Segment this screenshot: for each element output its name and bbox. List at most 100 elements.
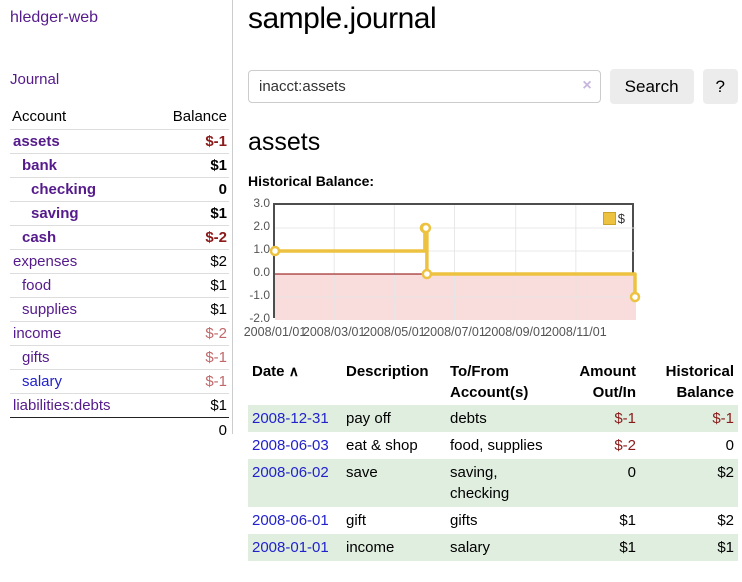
transaction-accounts: salary (450, 539, 491, 556)
help-button[interactable]: ? (702, 69, 738, 104)
transaction-accounts: debts (450, 410, 487, 427)
transaction-date-link[interactable]: 2008-06-01 (252, 512, 329, 529)
legend-swatch (602, 212, 616, 225)
register-row: 2008-06-01 gift gifts $1 $2 (248, 507, 738, 534)
transaction-description: eat & shop (346, 437, 418, 454)
search-button[interactable]: Search (609, 69, 694, 104)
y-axis-tick-label: -2.0 (249, 311, 270, 325)
y-axis-tick-label: 3.0 (253, 196, 270, 210)
account-link-expenses[interactable]: expenses (13, 253, 78, 270)
y-axis-tick-label: 2.0 (253, 219, 270, 233)
main-content: sample.journal × Search ? assets Histori… (244, 0, 738, 561)
account-row: supplies $1 (10, 297, 229, 322)
register-row: 2008-01-01 income salary $1 $1 (248, 534, 738, 561)
clear-search-icon[interactable]: × (582, 77, 592, 94)
account-row: checking 0 (10, 177, 229, 202)
account-balance: $2 (210, 253, 227, 270)
transaction-description: gift (346, 512, 367, 529)
account-link-assets[interactable]: assets (13, 133, 60, 150)
account-heading: assets (248, 128, 321, 156)
x-axis-tick-label: 2008/03/01 (302, 325, 366, 339)
account-link-supplies[interactable]: supplies (22, 301, 78, 318)
transaction-accounts: saving, checking (450, 464, 510, 502)
transaction-amount: $1 (619, 539, 636, 556)
transaction-amount: $1 (619, 512, 636, 529)
account-link-salary[interactable]: salary (22, 373, 63, 390)
search-form: × Search ? (248, 69, 738, 104)
total-row: 0 (10, 417, 229, 443)
account-balance: $1 (210, 277, 227, 294)
legend-label: $ (617, 211, 625, 226)
account-row: saving $1 (10, 201, 229, 226)
account-link-liabilities-debts[interactable]: liabilities:debts (13, 397, 111, 414)
y-axis-tick-label: 0.0 (253, 265, 270, 279)
transaction-date-link[interactable]: 2008-06-02 (252, 464, 329, 481)
x-axis-tick-label: 2008/09/01 (484, 325, 547, 339)
transaction-date-link[interactable]: 2008-01-01 (252, 539, 329, 556)
account-link-gifts[interactable]: gifts (22, 349, 50, 366)
sidebar: hledger-web Journal Account Balance asse… (0, 0, 233, 443)
transaction-amount: $-1 (614, 410, 636, 427)
account-link-saving[interactable]: saving (31, 205, 79, 222)
transaction-balance: $-1 (712, 410, 734, 427)
register-row: 2008-06-03 eat & shop food, supplies $-2… (248, 432, 738, 459)
sidebar-item-journal[interactable]: Journal (10, 71, 60, 88)
account-balance: $1 (210, 157, 227, 174)
account-row: assets $-1 (10, 129, 229, 154)
transaction-amount: 0 (627, 464, 636, 481)
transaction-amount: $-2 (614, 437, 636, 454)
historical-balance-chart: $ 3.0 2.0 1.0 0.0 -1.0 -2.0 2008/01/01 2008/03/… (244, 196, 738, 343)
register-row: 2008-12-31 pay off debts $-1 $-1 (248, 405, 738, 432)
account-balance: $-1 (205, 133, 227, 150)
register-table: Date ∧ Description To/From Account(s) Am… (248, 359, 738, 561)
search-input[interactable] (248, 70, 601, 103)
account-link-bank[interactable]: bank (22, 157, 58, 174)
transaction-date-link[interactable]: 2008-06-03 (252, 437, 329, 454)
account-balance: $1 (210, 205, 227, 222)
account-balance: $-2 (205, 229, 227, 246)
account-row: cash $-2 (10, 225, 229, 250)
account-balance: 0 (218, 181, 227, 198)
transaction-balance: 0 (725, 437, 734, 454)
account-row: food $1 (10, 273, 229, 298)
app-title-link[interactable]: hledger-web (10, 9, 99, 26)
tofrom-column-header: To/From Account(s) (450, 363, 529, 401)
amount-column-header: Amount Out/In (579, 363, 636, 401)
register-row: 2008-06-02 save saving, checking 0 $2 (248, 459, 738, 507)
account-row: income $-2 (10, 321, 229, 346)
balance-column-header: Historical Balance (665, 363, 734, 401)
x-axis-tick-label: 2008/07/01 (423, 325, 486, 339)
y-axis-tick-label: -1.0 (249, 288, 270, 302)
search-box: × (248, 70, 601, 103)
transaction-description: save (346, 464, 378, 481)
account-row: liabilities:debts $1 (10, 393, 229, 418)
account-balance: $-1 (205, 349, 227, 366)
x-axis-tick-label: 2008/11/01 (545, 325, 607, 339)
account-row: bank $1 (10, 153, 229, 178)
total-balance: 0 (149, 417, 229, 443)
account-row: expenses $2 (10, 249, 229, 274)
balance-column-header: Balance (172, 108, 227, 125)
account-link-food[interactable]: food (22, 277, 52, 294)
chart-legend: $ (600, 210, 627, 227)
account-link-cash[interactable]: cash (22, 229, 57, 246)
transaction-balance: $1 (717, 539, 734, 556)
transaction-accounts: food, supplies (450, 437, 543, 454)
account-balance: $1 (210, 301, 227, 318)
transaction-date-link[interactable]: 2008-12-31 (252, 410, 329, 427)
sidebar-divider (232, 0, 233, 434)
account-column-header: Account (12, 108, 67, 125)
x-axis-tick-label: 2008/01/01 (243, 325, 307, 339)
x-axis-tick-label: 2008/05/01 (363, 325, 426, 339)
date-column-header[interactable]: Date ∧ (252, 363, 299, 380)
account-link-income[interactable]: income (13, 325, 62, 342)
account-balance: $-2 (205, 325, 227, 342)
chart-title: Historical Balance: (248, 173, 375, 189)
account-row: gifts $-1 (10, 345, 229, 370)
transaction-balance: $2 (717, 464, 734, 481)
transaction-accounts: gifts (450, 512, 478, 529)
chart-plot-area: $ (269, 203, 641, 320)
account-balance: $1 (210, 397, 227, 414)
page-title: sample.journal (248, 2, 437, 35)
account-link-checking[interactable]: checking (31, 181, 97, 198)
